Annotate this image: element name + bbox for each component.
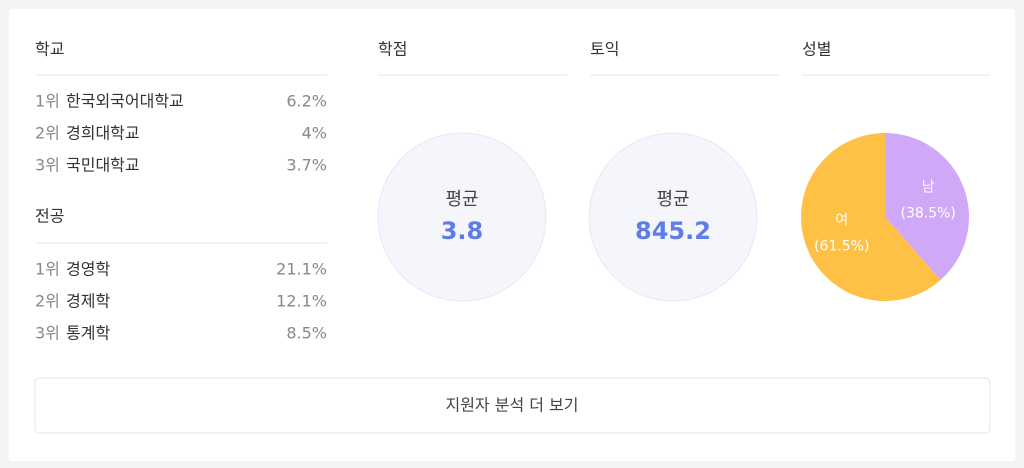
item-percent: 6.2% [286,92,327,111]
item-percent: 21.1% [276,260,327,279]
item-name: 통계학 [66,324,110,343]
item-name: 국민대학교 [66,156,140,175]
gpa-title: 학점 [378,40,407,59]
rank: 2위 [35,292,60,311]
rank: 1위 [35,92,60,111]
rank: 3위 [35,156,60,175]
toeic-label: 평균 [656,189,689,210]
slice-value: (61.5%) [814,238,869,254]
gender-title: 성별 [802,40,831,59]
major-title: 전공 [35,207,64,226]
gpa-value: 3.8 [441,217,484,245]
gpa-circle [377,132,547,302]
rank: 1위 [35,260,60,279]
toeic-value: 845.2 [635,217,711,245]
pie-slice [885,133,969,281]
item-name: 경영학 [66,260,110,279]
slice-label: 남 [922,180,935,196]
more-button[interactable]: 지원자 분석 더 보기 [34,377,991,434]
rank: 3위 [35,324,60,343]
item-percent: 4% [302,124,327,143]
item-percent: 8.5% [286,324,327,343]
school-title: 학교 [35,40,64,59]
toeic-title: 토익 [590,40,619,59]
item-name: 경희대학교 [66,124,140,143]
pie-slice [801,133,941,301]
button-box[interactable] [34,377,991,434]
button-label[interactable]: 지원자 분석 더 보기 [445,396,578,415]
rank: 2위 [35,124,60,143]
slice-value: (38.5%) [901,206,956,222]
item-name: 경제학 [66,292,110,311]
toeic-circle [588,132,758,302]
gpa-label: 평균 [445,189,478,210]
item-percent: 3.7% [286,156,327,175]
item-percent: 12.1% [276,292,327,311]
slice-label: 여 [835,212,848,228]
item-name: 한국외국어대학교 [66,92,184,111]
